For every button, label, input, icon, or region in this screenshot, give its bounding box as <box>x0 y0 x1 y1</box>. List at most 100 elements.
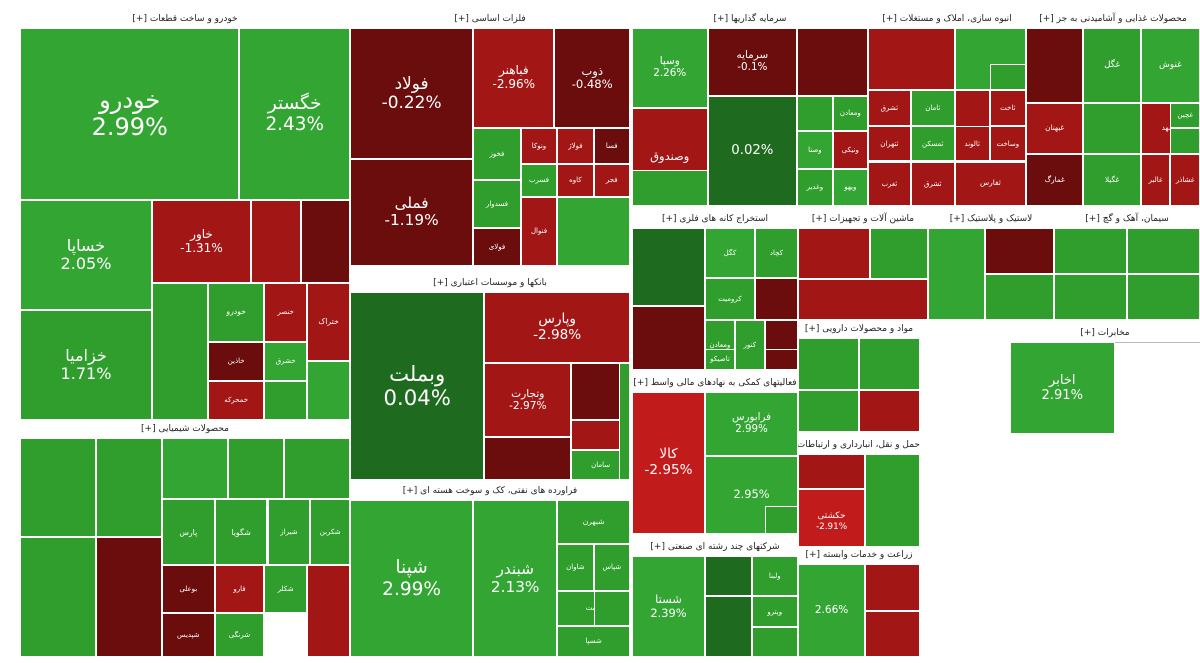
stock-tile[interactable]: خمحرکه <box>208 380 265 420</box>
stock-tile[interactable]: ثالوند <box>954 125 990 162</box>
stock-tile[interactable]: وساخت <box>989 125 1026 162</box>
sector-header[interactable]: فعالیتهای کمکی به نهادهای مالی واسط [+] <box>632 374 798 393</box>
stock-tile[interactable]: غگل <box>1083 28 1141 103</box>
stock-tile[interactable]: ثاخت <box>989 90 1026 126</box>
stock-tile[interactable] <box>284 438 350 500</box>
stock-tile[interactable] <box>618 363 630 480</box>
stock-tile[interactable]: ثمسکن <box>910 125 955 162</box>
stock-tile[interactable]: فولای <box>473 227 521 266</box>
stock-tile[interactable] <box>764 348 798 370</box>
stock-tile[interactable]: خنصر <box>264 282 308 342</box>
stock-tile[interactable] <box>751 626 798 657</box>
sector-header[interactable]: خودرو و ساخت قطعات [+] <box>20 10 350 29</box>
sector-header[interactable]: انبوه سازی، املاک و مستغلات [+] <box>868 10 1026 29</box>
stock-tile[interactable] <box>300 200 350 283</box>
stock-tile[interactable] <box>984 274 1054 320</box>
sector-header[interactable]: سیمان، آهک و گچ [+] <box>1054 210 1200 229</box>
stock-tile[interactable]: فباهنر -2.96% <box>473 28 555 128</box>
stock-tile[interactable] <box>868 28 955 91</box>
stock-tile[interactable]: وغدیر <box>797 168 833 206</box>
sector-header[interactable]: شرکتهای چند رشته ای صنعتی [+] <box>632 538 798 557</box>
sector-header[interactable]: فلزات اساسی [+] <box>350 10 630 29</box>
stock-tile[interactable]: شکلر <box>264 565 308 614</box>
stock-tile[interactable]: شبندر 2.13% <box>473 500 558 657</box>
sector-header[interactable]: ماشین آلات و تجهیزات [+] <box>798 210 928 229</box>
stock-tile[interactable]: فسرب <box>520 163 558 197</box>
stock-tile[interactable]: پارس <box>161 499 215 565</box>
stock-tile[interactable] <box>705 596 752 657</box>
stock-tile[interactable] <box>989 63 1026 91</box>
stock-tile[interactable] <box>484 436 572 480</box>
stock-tile[interactable]: کرومیت <box>705 277 755 321</box>
stock-tile[interactable] <box>928 228 985 320</box>
stock-tile[interactable]: شستا 2.39% <box>632 556 706 657</box>
stock-tile[interactable]: ختراک <box>307 282 350 362</box>
stock-tile[interactable] <box>251 200 301 283</box>
sector-header[interactable]: زراعت و خدمات وابسته [+] <box>798 546 920 565</box>
stock-tile[interactable]: اخابر 2.91% <box>1010 342 1115 434</box>
stock-tile[interactable] <box>632 306 706 370</box>
stock-tile[interactable]: خگستر 2.43% <box>239 28 350 201</box>
stock-tile[interactable]: ویهو <box>832 168 868 206</box>
stock-tile[interactable]: شپدیس <box>161 613 215 657</box>
stock-tile[interactable]: فولاژ <box>557 127 594 164</box>
stock-tile[interactable]: ثتهران <box>868 125 911 162</box>
sector-header[interactable]: لاستیک و پلاستیک [+] <box>928 210 1054 229</box>
stock-tile[interactable]: ثشرق <box>868 90 911 126</box>
stock-tile[interactable]: غنوش <box>1140 28 1200 103</box>
stock-tile[interactable]: غبهنان <box>1026 102 1084 155</box>
stock-tile[interactable] <box>865 610 920 657</box>
stock-tile[interactable]: سرمایه -0.1% <box>707 28 798 96</box>
stock-tile[interactable]: شپاس <box>593 543 630 592</box>
stock-tile[interactable]: ذوب -0.48% <box>554 28 630 128</box>
stock-tile[interactable]: خزامیا 1.71% <box>20 310 152 420</box>
stock-tile[interactable]: ثشرق <box>910 161 955 206</box>
stock-tile[interactable] <box>1170 127 1200 155</box>
stock-tile[interactable]: کچاد <box>754 228 798 278</box>
sector-header[interactable]: حمل و نقل، انبارداری و ارتباطات [+] <box>798 436 920 455</box>
stock-tile[interactable]: حکشتی -2.91% <box>798 489 866 554</box>
stock-tile[interactable] <box>95 536 162 657</box>
stock-tile[interactable] <box>161 438 228 500</box>
stock-tile[interactable] <box>307 361 350 420</box>
stock-tile[interactable] <box>227 438 284 500</box>
stock-tile[interactable] <box>152 282 209 420</box>
stock-tile[interactable] <box>869 228 928 279</box>
stock-tile[interactable]: ونیکی <box>832 131 868 169</box>
stock-tile[interactable] <box>754 277 798 321</box>
stock-tile[interactable] <box>20 438 96 537</box>
stock-tile[interactable] <box>798 228 870 279</box>
stock-tile[interactable]: خاور -1.31% <box>152 200 251 283</box>
stock-tile[interactable]: وصنا <box>797 131 833 169</box>
stock-tile[interactable] <box>20 536 96 657</box>
stock-tile[interactable]: بوعلی <box>161 565 215 614</box>
stock-tile[interactable]: شرنگی <box>214 613 265 657</box>
sector-header[interactable]: مخابرات [+] <box>1010 324 1200 343</box>
stock-tile[interactable] <box>797 28 868 96</box>
stock-tile[interactable]: شاوان <box>557 543 594 592</box>
stock-tile[interactable]: خشرق <box>264 341 308 381</box>
stock-tile[interactable]: 2.66% <box>798 564 866 657</box>
stock-tile[interactable] <box>632 170 708 206</box>
sector-header[interactable]: استخراج کانه های فلزی [+] <box>632 210 798 229</box>
stock-tile[interactable]: غالبر <box>1140 154 1171 206</box>
stock-tile[interactable]: کگل <box>705 228 755 278</box>
stock-tile[interactable] <box>1026 28 1084 103</box>
stock-tile[interactable]: کالا -2.95% <box>632 392 706 534</box>
stock-tile[interactable] <box>557 196 630 266</box>
stock-tile[interactable]: شیراز <box>267 499 311 565</box>
stock-tile[interactable] <box>984 228 1054 274</box>
stock-tile[interactable] <box>859 389 920 432</box>
stock-tile[interactable]: خساپا 2.05% <box>20 200 152 311</box>
stock-tile[interactable]: کاوه <box>557 163 594 197</box>
stock-tile[interactable]: وتجارت -2.97% <box>484 363 572 437</box>
stock-tile[interactable] <box>264 380 308 420</box>
sector-header[interactable]: فراورده های نفتی، کک و سوخت هسته ای [+] <box>350 482 630 501</box>
stock-tile[interactable]: ثفارس <box>954 161 1026 206</box>
stock-tile[interactable] <box>865 564 920 611</box>
stock-tile[interactable]: غچین <box>1170 102 1200 128</box>
stock-tile[interactable]: شکربن <box>310 499 350 565</box>
sector-header[interactable]: بانکها و موسسات اعتباری [+] <box>350 274 630 293</box>
stock-tile[interactable]: غگیلا <box>1083 154 1141 206</box>
stock-tile[interactable]: فرابورس 2.99% <box>705 392 798 456</box>
